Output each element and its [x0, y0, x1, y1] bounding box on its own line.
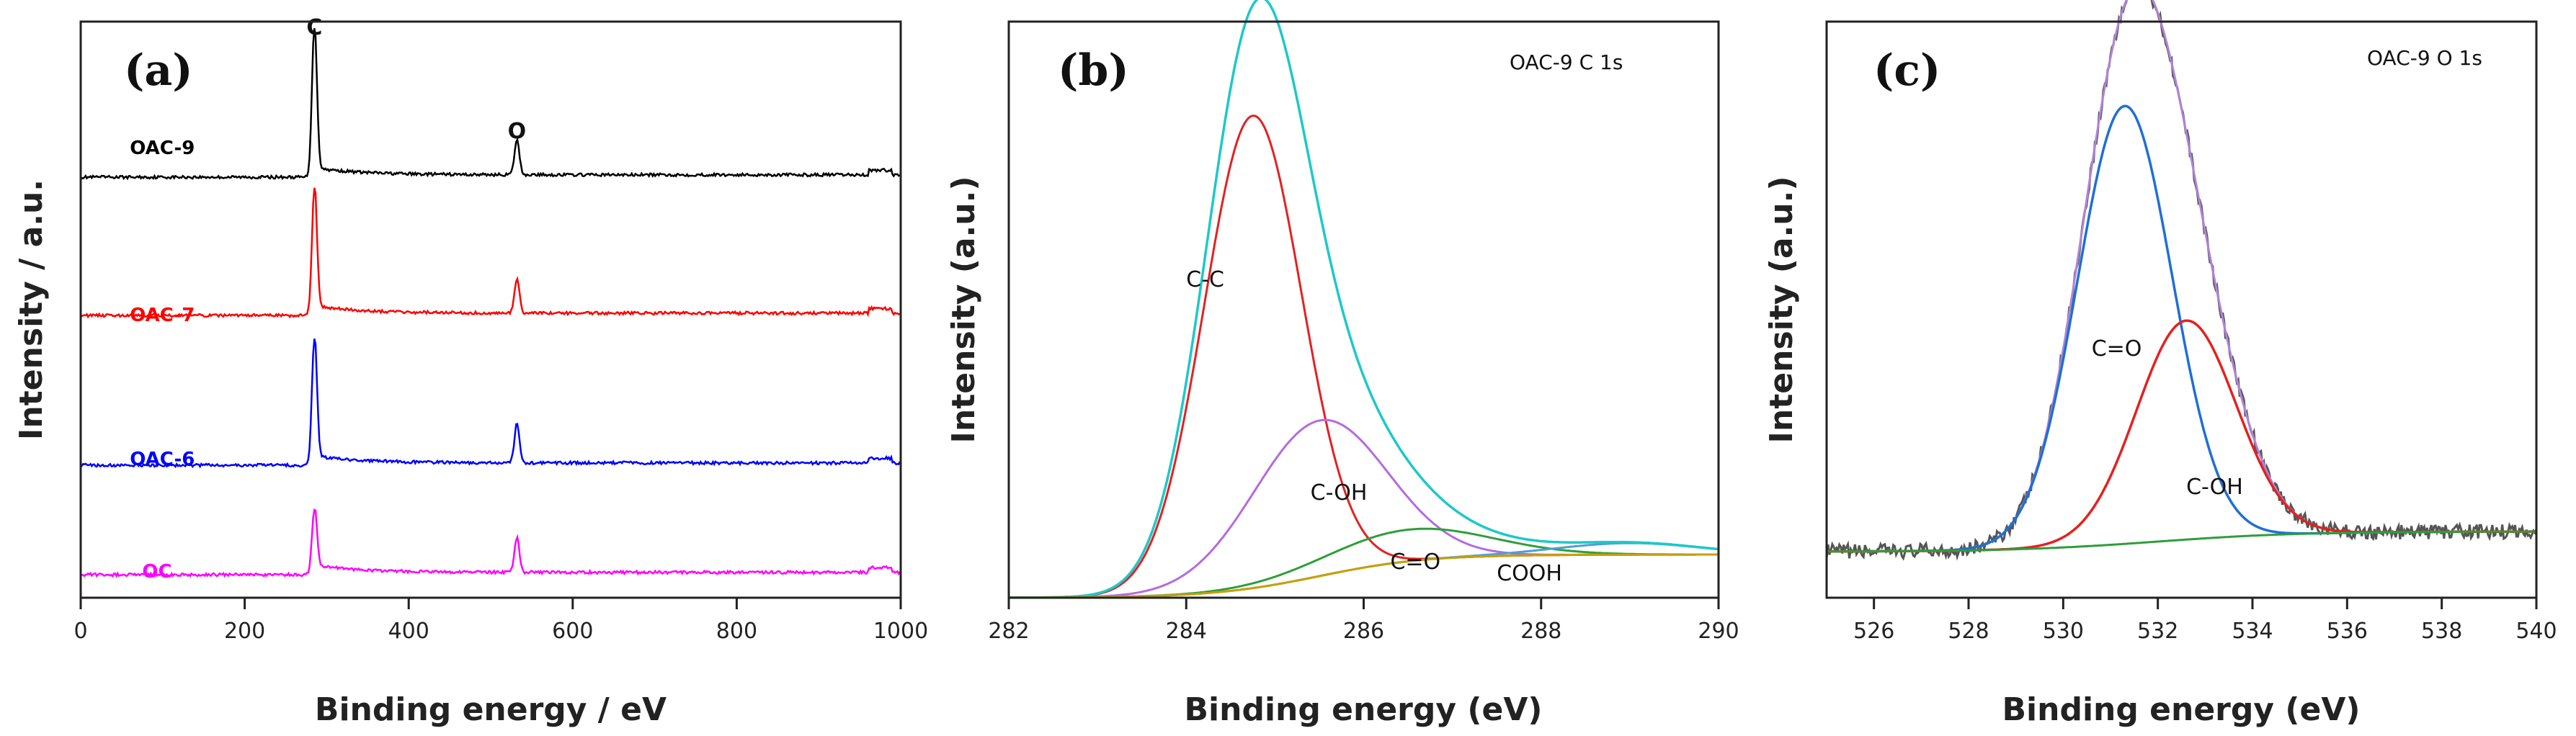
panel-b-y-axis-title: Intensity (a.u.): [945, 176, 982, 444]
x-tick-label: 534: [2232, 619, 2273, 644]
x-tick-label: 0: [73, 619, 87, 644]
series-label-oac-9: OAC-9: [130, 138, 195, 159]
series-line-oac-6: [80, 338, 901, 469]
component-label-cooh: COOH: [1497, 561, 1562, 586]
component-label-c=o: C=O: [2092, 336, 2142, 362]
panel-a: OAC-9 OAC-7 OAC-6 OC C O (a) 0 200 400 600 800 100…: [13, 15, 928, 728]
background-line: [1827, 530, 2536, 553]
x-tick-label: 282: [988, 619, 1029, 644]
panel-b-label: (b): [1058, 45, 1129, 96]
panel-a-plot-area: OAC-9 OAC-7 OAC-6 OC C O: [80, 15, 901, 583]
x-tick-label: 288: [1520, 619, 1561, 644]
x-tick-label: 528: [1948, 619, 1989, 644]
panel-c-x-ticks: 526 528 530 532 534 536 538 540: [1853, 598, 2557, 644]
background-line: [1009, 553, 1719, 599]
component-label-c-oh: C-OH: [2186, 475, 2243, 500]
series-label-oac-7: OAC-7: [130, 305, 195, 326]
series-label-oc: OC: [142, 561, 171, 583]
series-label-oac-6: OAC-6: [130, 449, 195, 470]
x-tick-label: 540: [2515, 619, 2557, 644]
x-tick-label: 538: [2421, 619, 2462, 644]
panel-a-x-ticks: 0 200 400 600 800 1000: [73, 598, 928, 644]
x-tick-label: 800: [716, 619, 757, 644]
panel-a-y-axis-title: Intensity / a.u.: [13, 179, 50, 440]
component-label-c=o: C=O: [1390, 549, 1440, 575]
x-tick-label: 526: [1853, 619, 1894, 644]
component-line-c=o: [1827, 104, 2536, 553]
component-label-c-c: C-C: [1186, 267, 1224, 292]
panel-c-title: OAC-9 O 1s: [2367, 46, 2482, 70]
x-tick-label: 200: [224, 619, 265, 644]
x-tick-label: 600: [552, 619, 593, 644]
series-line-oac-9: [80, 28, 901, 181]
panel-a-frame: [79, 20, 902, 599]
panel-b: C-CC-OHC=O COOH (b) OAC-9 C 1s 282 284 286 2…: [945, 0, 1739, 728]
panel-b-frame: [1007, 20, 1720, 599]
panel-a-x-axis-title: Binding energy / eV: [315, 691, 667, 728]
panel-b-title: OAC-9 C 1s: [1510, 50, 1623, 74]
x-tick-label: 286: [1343, 619, 1384, 644]
component-line-c-oh: [1009, 418, 1719, 599]
x-tick-label: 532: [2137, 619, 2178, 644]
component-line-c-oh: [1827, 319, 2536, 553]
panel-c-label: (c): [1873, 45, 1940, 96]
peak-label-c: C: [306, 15, 322, 40]
peak-label-o: O: [508, 119, 527, 144]
panel-c-y-axis-title: Intensity (a.u.): [1763, 176, 1800, 444]
panel-c-plot-area: C=O C-OH: [1825, 0, 2538, 561]
x-tick-label: 290: [1698, 619, 1739, 644]
panel-c-frame: [1825, 20, 2538, 599]
panel-c-x-axis-title: Binding energy (eV): [2002, 691, 2361, 728]
component-label-c-oh: C-OH: [1311, 480, 1368, 506]
x-tick-label: 530: [2043, 619, 2084, 644]
x-tick-label: 400: [388, 619, 429, 644]
envelope-line: [1009, 0, 1719, 599]
x-tick-label: 1000: [873, 619, 928, 644]
x-tick-label: 284: [1166, 619, 1207, 644]
series-line-oc: [80, 508, 901, 578]
component-line-cooh: [1009, 542, 1719, 599]
panel-b-x-ticks: 282 284 286 288 290: [988, 598, 1739, 644]
panel-b-x-axis-title: Binding energy (eV): [1185, 691, 1543, 728]
x-tick-label: 536: [2327, 619, 2368, 644]
series-line-oac-7: [80, 187, 900, 319]
panel-a-label: (a): [124, 45, 193, 96]
panel-c: C=O C-OH (c) OAC-9 O 1s 526 528 530 532 534 53…: [1763, 0, 2557, 728]
panel-b-plot-area: C-C C-OH C=O COOH: [1009, 0, 1719, 599]
component-line-c-c: [1009, 115, 1719, 599]
